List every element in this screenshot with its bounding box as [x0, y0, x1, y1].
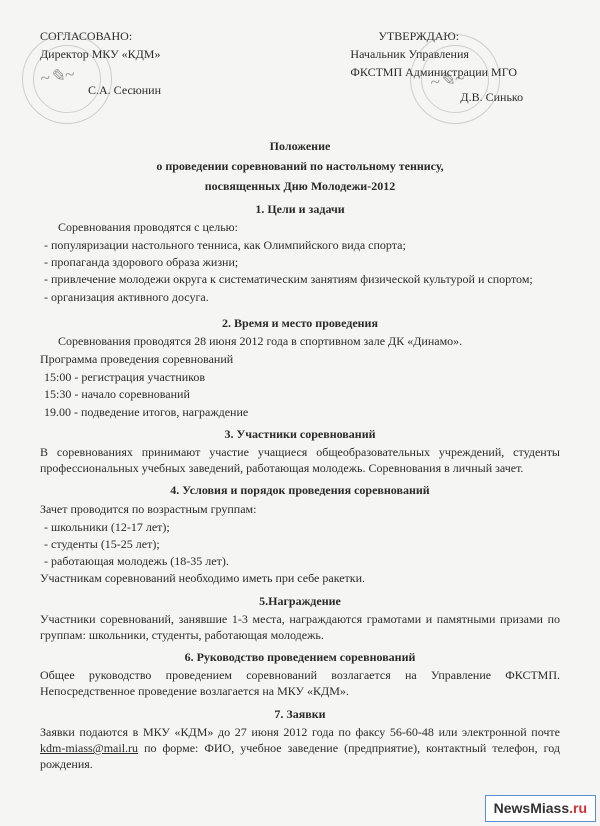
s2-sched: 19.00 - подведение итогов, награждение: [40, 404, 560, 420]
s1-item: - популяризации настольного тенниса, как…: [40, 237, 560, 253]
s5-p1: Участники соревнований, занявшие 1-3 мес…: [40, 611, 560, 643]
s2-sched: 15:00 - регистрация участников: [40, 369, 560, 385]
s2-sched: 15:30 - начало соревнований: [40, 386, 560, 402]
s2-p2: Программа проведения соревнований: [40, 351, 560, 367]
s1-item: - организация активного досуга.: [40, 289, 560, 305]
s4-group: - работающая молодежь (18-35 лет).: [40, 553, 560, 569]
s4-group: - школьники (12-17 лет);: [40, 519, 560, 535]
doc-title-l2: о проведении соревнований по настольному…: [40, 158, 560, 174]
s1-intro: Соревнования проводятся с целью:: [40, 219, 560, 235]
s1-item: - пропаганда здорового образа жизни;: [40, 254, 560, 270]
s4-heading: 4. Условия и порядок проведения соревнов…: [40, 482, 560, 498]
signature-left: ~✎~: [38, 62, 76, 91]
approval-header: ~✎~ СОГЛАСОВАНО: Директор МКУ «КДМ» С.А.…: [40, 28, 560, 128]
s7-p1: Заявки подаются в МКУ «КДМ» до 27 июня 2…: [40, 724, 560, 773]
s7-heading: 7. Заявки: [40, 706, 560, 722]
doc-title-l1: Положение: [40, 138, 560, 154]
s4-group: - студенты (15-25 лет);: [40, 536, 560, 552]
s4-p2: Участникам соревнований необходимо иметь…: [40, 570, 560, 586]
approval-right: ~✎~ УТВЕРЖДАЮ: Начальник Управления ФКСТ…: [310, 28, 560, 128]
s7-p1a: Заявки подаются в МКУ «КДМ» до 27 июня 2…: [40, 725, 560, 739]
s6-p1: Общее руководство проведением соревнован…: [40, 667, 560, 699]
s3-p1: В соревнованиях принимают участие учащие…: [40, 444, 560, 476]
s1-heading: 1. Цели и задачи: [40, 201, 560, 217]
email-link[interactable]: kdm-miass@mail.ru: [40, 741, 138, 755]
watermark-a: NewsMiass: [494, 800, 569, 816]
s2-p1: Соревнования проводятся 28 июня 2012 год…: [40, 333, 560, 349]
s6-heading: 6. Руководство проведением соревнований: [40, 649, 560, 665]
watermark-b: .ru: [569, 800, 587, 816]
approval-left: ~✎~ СОГЛАСОВАНО: Директор МКУ «КДМ» С.А.…: [40, 28, 290, 128]
signature-right: ~✎~: [429, 66, 467, 95]
s2-heading: 2. Время и место проведения: [40, 315, 560, 331]
doc-title-l3: посвященных Дню Молодежи-2012: [40, 178, 560, 194]
s3-heading: 3. Участники соревнований: [40, 426, 560, 442]
watermark[interactable]: NewsMiass.ru: [485, 795, 596, 822]
s1-item: - привлечение молодежи округа к системат…: [40, 271, 560, 287]
s4-p1: Зачет проводится по возрастным группам:: [40, 501, 560, 517]
s5-heading: 5.Награждение: [40, 593, 560, 609]
